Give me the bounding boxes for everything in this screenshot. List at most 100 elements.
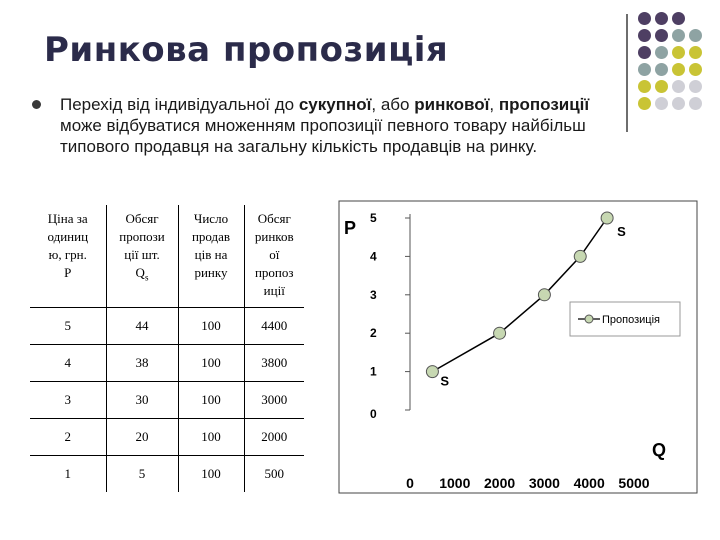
header-line: пропози — [119, 229, 165, 244]
table-cell: 3000 — [244, 381, 304, 419]
decorative-dot — [655, 46, 668, 59]
curve-label-top: S — [617, 224, 626, 239]
header-line: ців на — [194, 247, 228, 262]
decorative-dot — [638, 46, 651, 59]
supply-chart: P Q 0 1 2 3 4 5 0 1000 2000 3000 4000 5000 S S Пропозиці… — [338, 200, 698, 494]
table-cell: 5 — [30, 307, 107, 345]
y-tick-label: 2 — [370, 326, 377, 340]
table-row: 1 5 100 500 — [30, 455, 304, 492]
table-cell: 100 — [178, 418, 245, 456]
table-cell: 100 — [178, 307, 245, 345]
curve-label-bottom: S — [440, 374, 449, 389]
y-tick-label: 0 — [370, 407, 377, 421]
header-line: пропоз — [254, 265, 294, 280]
y-tick-label: 4 — [370, 249, 377, 263]
x-tick-label: 4000 — [574, 475, 605, 491]
legend-label: Пропозиція — [602, 314, 660, 326]
table-cell: 20 — [106, 418, 179, 456]
header-line: P — [64, 265, 72, 280]
table-cell: 100 — [178, 381, 245, 419]
x-tick-label: 0 — [406, 475, 414, 491]
table-cell: 4 — [30, 344, 107, 382]
decorative-dot — [672, 97, 685, 110]
para-bold-2: ринкової — [414, 95, 490, 114]
decorative-dot — [689, 63, 702, 76]
page-title: Ринкова пропозиція — [44, 30, 449, 70]
data-point — [537, 288, 551, 302]
table-cell: 30 — [106, 381, 179, 419]
decorative-dot — [672, 46, 685, 59]
table-header-cell: Обсяг ринков ої пропоз иції — [244, 205, 304, 308]
x-tick-label: 3000 — [529, 475, 560, 491]
table-row: 2 20 100 2000 — [30, 418, 304, 456]
decorative-dot — [672, 63, 685, 76]
decorative-dot — [638, 63, 651, 76]
header-line: ції шт. — [124, 247, 160, 262]
decorative-dot — [638, 97, 651, 110]
header-line: ринку — [194, 265, 228, 280]
decorative-dot — [638, 12, 651, 25]
decorative-dot — [689, 80, 702, 93]
data-point — [600, 211, 614, 225]
data-point — [493, 326, 507, 340]
intro-paragraph: Перехід від індивідуальної до сукупної, … — [60, 94, 626, 157]
table-cell: 1 — [30, 455, 107, 492]
table-cell: 3 — [30, 381, 107, 419]
header-line: ринков — [254, 229, 294, 244]
decorative-dot — [655, 80, 668, 93]
table-header-cell: Обсяг пропози ції шт. Qs — [106, 205, 179, 308]
para-text-2: , або — [371, 95, 415, 114]
header-line: Число — [193, 211, 229, 226]
header-line: ої — [269, 247, 280, 262]
y-tick-label: 3 — [370, 288, 377, 302]
table-cell: 3800 — [244, 344, 304, 382]
y-tick-label: 5 — [370, 211, 377, 225]
header-line: Ціна за — [47, 211, 88, 226]
data-point — [573, 249, 587, 263]
table-cell: 38 — [106, 344, 179, 382]
header-line: Обсяг — [125, 211, 159, 226]
decorative-dot — [672, 12, 685, 25]
table-header-row: Ціна за одиниц ю, грн. P Обсяг пропози ції шт.… — [30, 205, 304, 308]
table-header-cell: Ціна за одиниц ю, грн. P — [30, 205, 107, 308]
header-line: Qs — [135, 265, 149, 283]
decorative-dot — [689, 46, 702, 59]
table-cell: 100 — [178, 455, 245, 492]
decorative-dot — [689, 97, 702, 110]
x-tick-label: 5000 — [618, 475, 649, 491]
decorative-dot — [638, 80, 651, 93]
decorative-divider — [626, 14, 628, 132]
supply-table: Ціна за одиниц ю, грн. P Обсяг пропози ції шт.… — [30, 205, 304, 492]
decorative-dot — [655, 97, 668, 110]
table-cell: 500 — [264, 465, 285, 481]
y-tick-label: 1 — [370, 365, 377, 379]
table-cell: 2 — [30, 418, 107, 456]
para-text-1: Перехід від індивідуальної до — [60, 95, 299, 114]
header-line: ю, грн. — [48, 247, 87, 262]
table-cell: 4400 — [244, 307, 304, 345]
x-axis-label: Q — [652, 440, 666, 460]
header-line: продав — [191, 229, 231, 244]
header-line: Обсяг — [257, 211, 291, 226]
header-line: одиниц — [47, 229, 89, 244]
header-line: иції — [263, 283, 285, 298]
decorative-dot-grid — [638, 12, 716, 122]
x-tick-label: 2000 — [484, 475, 515, 491]
table-row: 3 30 100 3000 — [30, 381, 304, 419]
y-axis-label: P — [344, 218, 356, 238]
x-tick-label: 1000 — [439, 475, 470, 491]
decorative-dot — [655, 29, 668, 42]
para-text-3: , — [489, 95, 499, 114]
table-header-cell: Число продав ців на ринку — [178, 205, 245, 308]
table-row: 4 38 100 3800 — [30, 344, 304, 382]
decorative-dot — [689, 29, 702, 42]
decorative-dot — [655, 63, 668, 76]
decorative-dot — [672, 80, 685, 93]
table-row: 5 44 100 4400 — [30, 307, 304, 345]
para-bold-1: сукупної — [298, 95, 372, 114]
decorative-dot — [655, 12, 668, 25]
bullet-icon — [32, 100, 41, 109]
para-bold-3: пропозиції — [498, 95, 590, 114]
table-cell: 100 — [178, 344, 245, 382]
table-cell: 5 — [106, 455, 179, 492]
